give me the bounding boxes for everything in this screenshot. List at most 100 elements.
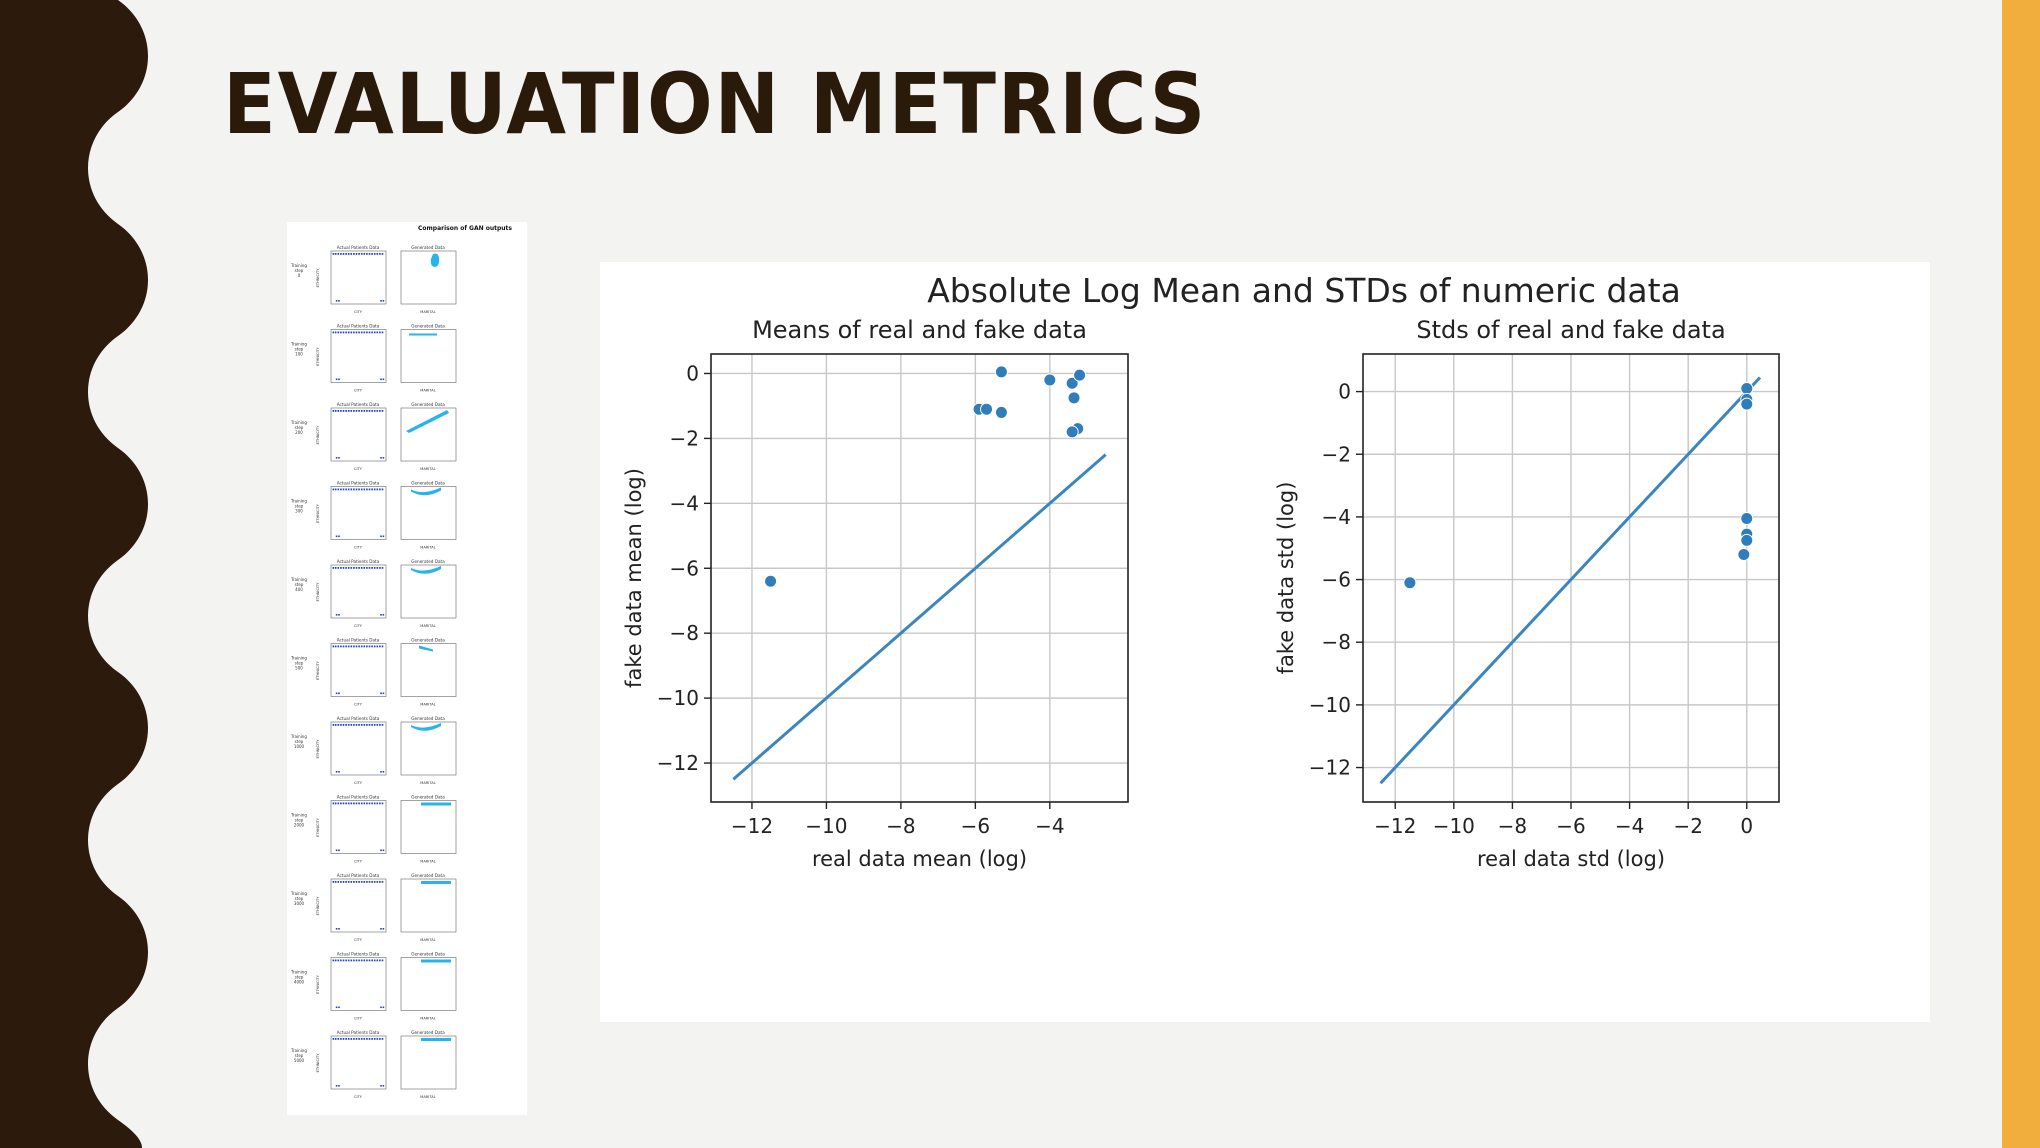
gan-generated-subplot <box>400 800 457 854</box>
gan-actual-point <box>371 645 373 648</box>
gan-ylabel: ETHNICITY <box>316 346 320 366</box>
gan-actual-point <box>382 771 385 773</box>
gan-actual-subplot <box>330 957 387 1011</box>
gan-actual-point <box>371 331 373 334</box>
gan-actual-point <box>345 881 347 883</box>
gan-row-label: 100 <box>295 352 303 357</box>
gan-actual-point <box>337 331 340 334</box>
gan-actual-point <box>353 253 355 255</box>
gan-actual-point <box>347 802 350 805</box>
gan-actual-point <box>373 1038 376 1040</box>
means-x-tick-label: −8 <box>886 814 915 838</box>
gan-actual-point <box>332 802 335 805</box>
gan-actual-subplot <box>330 564 387 619</box>
gan-actual-point <box>353 724 355 726</box>
gan-actual-point <box>366 724 368 726</box>
gan-ylabel: ETHNICITY <box>316 660 320 680</box>
stds-y-axis-label: fake data std (log) <box>1274 482 1298 675</box>
means-scatter-panel: −12 −10 −8 −6 −4 0 −2 −4 −6 −8 −10 −12 Means of real… <box>622 316 1129 871</box>
gan-actual-point <box>381 881 384 883</box>
gan-actual-point <box>353 488 355 491</box>
slide-title: EVALUATION METRICS <box>223 55 1208 153</box>
gan-actual-point <box>355 645 358 648</box>
gan-actual-point <box>337 253 340 255</box>
gan-actual-point <box>332 724 335 726</box>
gan-actual-xlabel: CITY <box>354 703 363 707</box>
gan-actual-point <box>353 1038 355 1040</box>
gan-ylabel: ETHNICITY <box>316 817 320 837</box>
gan-actual-point <box>381 645 384 648</box>
gan-row-label: 2000 <box>294 823 305 828</box>
stds-data-point <box>1740 397 1754 411</box>
gan-actual-point <box>340 567 342 569</box>
gan-generated-xlabel: MARITAL <box>420 624 436 628</box>
gan-actual-point <box>380 692 382 695</box>
gan-actual-point <box>358 567 360 569</box>
gan-actual-point <box>360 331 363 334</box>
gan-actual-point <box>347 488 350 491</box>
stds-x-tick-label: −6 <box>1556 814 1585 838</box>
gan-actual-point <box>381 724 384 726</box>
gan-actual-point <box>366 331 368 334</box>
gan-actual-point <box>360 959 363 962</box>
stds-data-point <box>1740 533 1754 547</box>
gan-actual-point <box>382 378 385 381</box>
gan-actual-point <box>335 535 338 538</box>
gan-generated-xlabel: MARITAL <box>420 1017 436 1021</box>
gan-row-label: step <box>295 1053 304 1058</box>
gan-actual-point <box>334 1038 337 1040</box>
means-y-tick-label: 0 <box>686 361 699 385</box>
gan-actual-subplot-title: Actual Patients Data <box>337 716 380 721</box>
gan-actual-subplot-title: Actual Patients Data <box>337 1030 380 1035</box>
gan-actual-point <box>353 331 355 334</box>
gan-row-label: Training <box>290 1048 307 1053</box>
gan-actual-point <box>342 253 345 255</box>
gan-actual-point <box>366 410 368 412</box>
gan-actual-point <box>381 410 384 412</box>
gan-actual-point <box>368 488 371 491</box>
gan-actual-point <box>355 567 358 569</box>
gan-ylabel: ETHNICITY <box>316 503 320 523</box>
gan-actual-point <box>334 331 337 334</box>
means-x-tick-label: −4 <box>1035 814 1064 838</box>
gan-actual-point <box>376 959 379 962</box>
gan-actual-point <box>347 959 350 962</box>
means-data-point <box>980 402 994 416</box>
gan-generated-subplot-title: Generated Data <box>411 481 445 486</box>
gan-generated-points <box>411 566 441 574</box>
gan-actual-point <box>353 959 355 962</box>
means-data-point <box>1065 376 1079 390</box>
gan-actual-point <box>340 724 342 726</box>
gan-actual-point <box>363 802 366 805</box>
gan-actual-subplot <box>330 878 387 933</box>
gan-generated-points <box>411 723 441 731</box>
gan-actual-point <box>363 253 366 255</box>
gan-actual-point <box>373 567 376 569</box>
gan-actual-point <box>340 1038 342 1040</box>
gan-actual-point <box>360 488 363 491</box>
gan-actual-point <box>360 645 363 648</box>
gan-row-label: step <box>295 661 304 666</box>
means-data-point <box>1043 373 1057 387</box>
gan-ylabel: ETHNICITY <box>316 582 320 602</box>
gan-actual-point <box>382 928 385 930</box>
gan-actual-point <box>353 881 355 883</box>
gan-actual-point <box>363 881 366 883</box>
gan-actual-point <box>373 410 376 412</box>
gan-actual-point <box>353 410 355 412</box>
gan-actual-point <box>335 457 338 459</box>
gan-actual-point <box>379 410 381 412</box>
gan-actual-point <box>380 300 382 302</box>
gan-row-label: Training <box>290 577 307 582</box>
gan-row-label: Training <box>290 656 307 661</box>
gan-actual-point <box>347 410 350 412</box>
gan-actual-point <box>376 1038 379 1040</box>
gan-actual-point <box>371 253 373 255</box>
gan-ylabel: ETHNICITY <box>316 896 320 916</box>
means-y-tick-label: −12 <box>657 751 699 775</box>
gan-actual-point <box>353 645 355 648</box>
gan-actual-point <box>338 849 340 852</box>
